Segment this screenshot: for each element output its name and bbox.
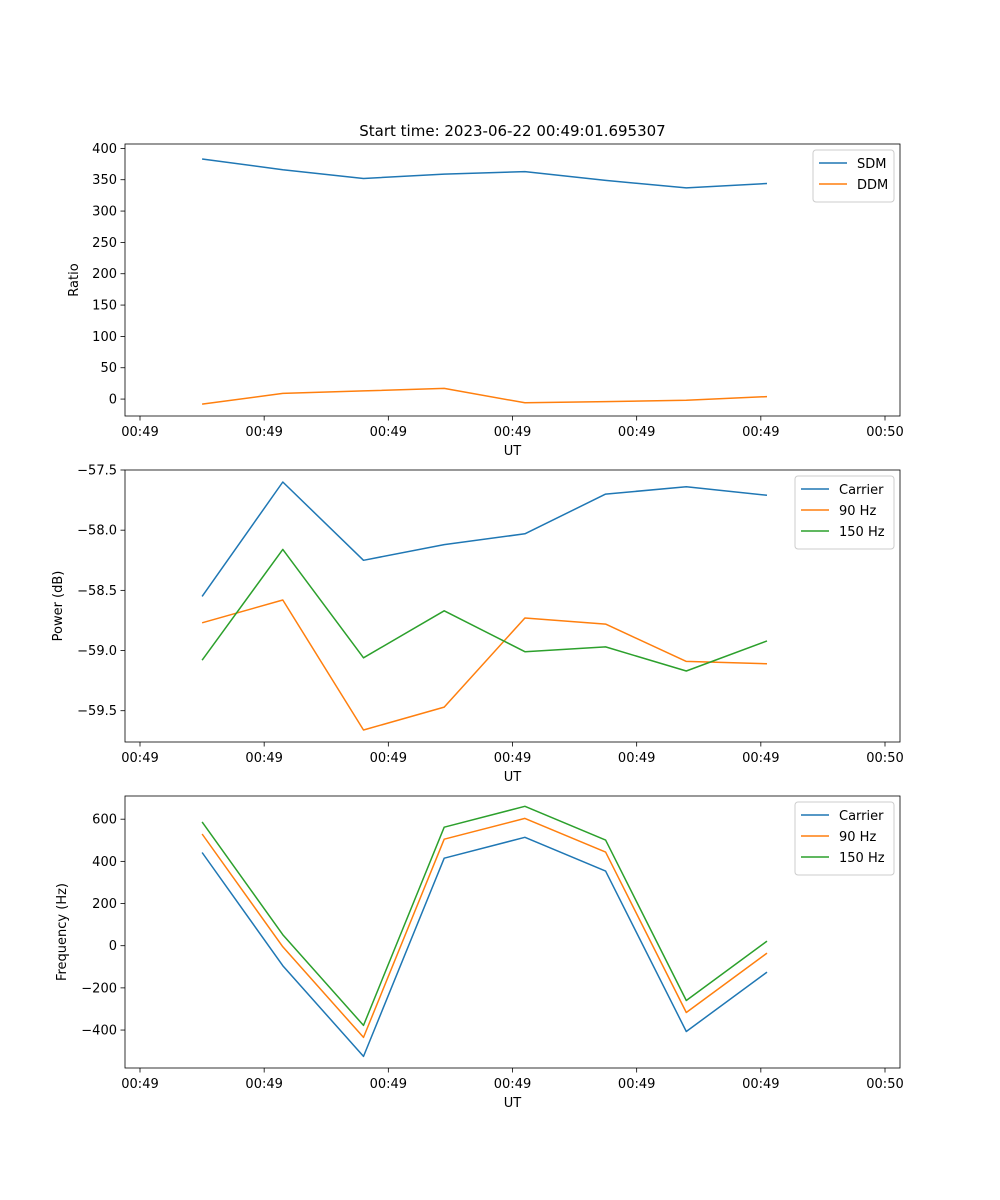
panel-3-axes-frame [124,795,901,1069]
panel-1-x-tick-label: 00:49 [245,425,282,440]
panel-1-x-tick-label: 00:49 [618,425,655,440]
panel-1-x-tick-label: 00:49 [121,425,158,440]
panel-1-y-tick-label: 200 [92,267,117,282]
panel-1-y-tick-label: 150 [92,299,117,314]
panel-1-y-tick-label: 400 [92,142,117,157]
panel-2-y-tick-label: −59.0 [77,644,117,659]
panel-3-y-tick-label: −400 [81,1024,117,1039]
panel-1-y-tick-label: 250 [92,236,117,251]
panel-2-x-tick-label: 00:49 [370,751,407,766]
panel-3-x-tick-label: 00:49 [245,1077,282,1092]
panel-3-x-tick-label: 00:49 [742,1077,779,1092]
panel-1-series-line-2 [202,387,768,405]
panel-3-x-tick-label: 00:49 [618,1077,655,1092]
panel-2-x-tick-label: 00:49 [742,751,779,766]
panel-1-chart: 00:49 00:49 00:49 00:49 00:49 00:49 00:50 0 50 10… [67,142,904,459]
panel-2-x-tick-label: 00:49 [494,751,531,766]
panel-2-y-tick-label: −58.5 [77,584,117,599]
panel-2-legend-label-3: 150 Hz [839,525,885,540]
figure-title: Start time: 2023-06-22 00:49:01.695307 [359,122,665,140]
panel-1-x-tick-label: 00:49 [370,425,407,440]
panel-2-x-tick-label: 00:49 [618,751,655,766]
panel-2-y-tick-label: −59.5 [77,704,117,719]
panel-1-y-tick-label: 50 [100,361,117,376]
panel-3-y-tick-label: −200 [81,981,117,996]
panel-3-x-tick-label: 00:49 [370,1077,407,1092]
panel-1-y-tick-label: 300 [92,205,117,220]
panel-3-series-line-2 [201,817,768,1039]
panel-2-x-tick-label: 00:49 [245,751,282,766]
panel-3-legend-label-3: 150 Hz [839,851,885,866]
panel-1-series-line-1 [202,158,768,189]
panel-3-y-tick-label: 600 [92,813,117,828]
panel-3-y-tick-label: 200 [92,897,117,912]
panel-1-legend-label-1: SDM [857,157,886,172]
panel-2-x-axis-label: UT [504,770,522,785]
panel-1-y-tick-label: 100 [92,330,117,345]
panel-2-y-tick-label: −57.5 [77,464,117,479]
panel-2-series-line-3 [201,548,768,672]
panel-2-chart: 00:49 00:49 00:49 00:49 00:49 00:49 00:50 −59.5… [51,464,904,786]
panel-3-legend-label-1: Carrier [839,809,884,824]
panel-1-axes-frame [124,143,901,417]
panel-3-x-tick-label: 00:50 [866,1077,903,1092]
panel-3-y-tick-label: 400 [92,855,117,870]
panel-3-legend-label-2: 90 Hz [839,830,876,845]
panel-3-x-axis-label: UT [504,1096,522,1111]
panel-3-y-tick-label: 0 [109,939,117,954]
panel-3-series-line-1 [201,836,768,1058]
panel-2-series-line-1 [201,481,768,597]
panel-3-x-tick-label: 00:49 [494,1077,531,1092]
panel-1-legend-label-2: DDM [857,178,888,193]
panel-2-series-line-2 [201,599,768,731]
panel-1-y-axis-label: Ratio [67,263,82,296]
panel-3-series-line-3 [201,805,768,1027]
panel-1-x-tick-label: 00:50 [866,425,903,440]
panel-2-x-tick-label: 00:49 [121,751,158,766]
panel-1-x-tick-label: 00:49 [742,425,779,440]
panel-3-chart: 00:49 00:49 00:49 00:49 00:49 00:49 00:50 −400 −… [55,795,904,1111]
panel-2-legend-label-2: 90 Hz [839,504,876,519]
panel-2-y-tick-label: −58.0 [77,524,117,539]
panel-1-x-axis-label: UT [504,444,522,459]
panel-3-y-axis-label: Frequency (Hz) [55,883,70,981]
panel-2-x-tick-label: 00:50 [866,751,903,766]
panel-1-x-tick-label: 00:49 [494,425,531,440]
panel-2-legend-label-1: Carrier [839,483,884,498]
panel-1-y-tick-label: 0 [109,393,117,408]
panel-2-y-axis-label: Power (dB) [51,571,66,642]
panel-3-x-tick-label: 00:49 [121,1077,158,1092]
panel-1-y-tick-label: 350 [92,173,117,188]
